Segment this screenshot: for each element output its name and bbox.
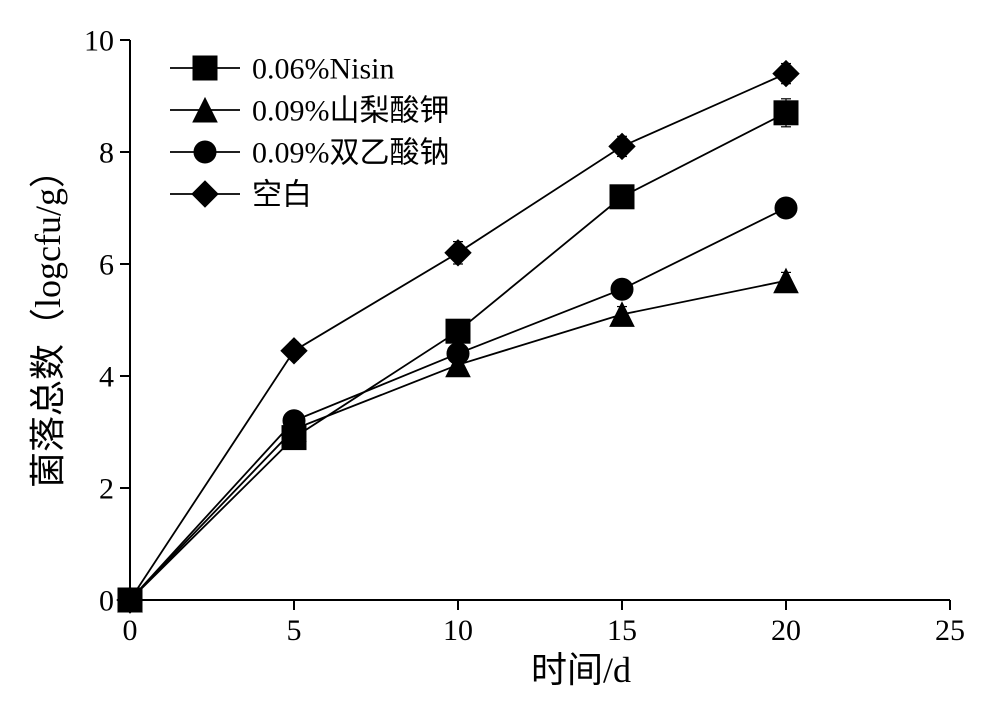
x-tick-label: 5	[287, 614, 302, 647]
x-tick-label: 15	[607, 614, 637, 647]
x-axis-label: 时间/d	[531, 650, 631, 690]
y-tick-label: 8	[99, 137, 114, 170]
x-tick-label: 20	[771, 614, 801, 647]
legend-label-sorbate: 0.09%山梨酸钾	[252, 95, 450, 128]
x-tick-label: 10	[443, 614, 473, 647]
y-axis-label: 菌落总数（logcfu/g）	[28, 152, 68, 488]
y-tick-label: 0	[99, 585, 114, 618]
legend-label-nisin: 0.06%Nisin	[252, 53, 395, 86]
x-tick-label: 0	[123, 614, 138, 647]
y-tick-label: 4	[99, 361, 114, 394]
line-chart: 0 5 10 15 20 25 0 2 4 6 8 10 时间/d 菌落总数（logcfu/g） 0.06%…	[0, 0, 1000, 705]
y-tick-label: 10	[84, 25, 114, 58]
x-tick-label: 25	[935, 614, 965, 647]
legend-label-diacetate: 0.09%双乙酸钠	[252, 137, 450, 170]
y-tick-label: 6	[99, 249, 114, 282]
chart-container: 0 5 10 15 20 25 0 2 4 6 8 10 时间/d 菌落总数（logcfu/g） 0.06%…	[0, 0, 1000, 705]
legend-label-blank: 空白	[252, 179, 312, 212]
y-tick-label: 2	[99, 473, 114, 506]
